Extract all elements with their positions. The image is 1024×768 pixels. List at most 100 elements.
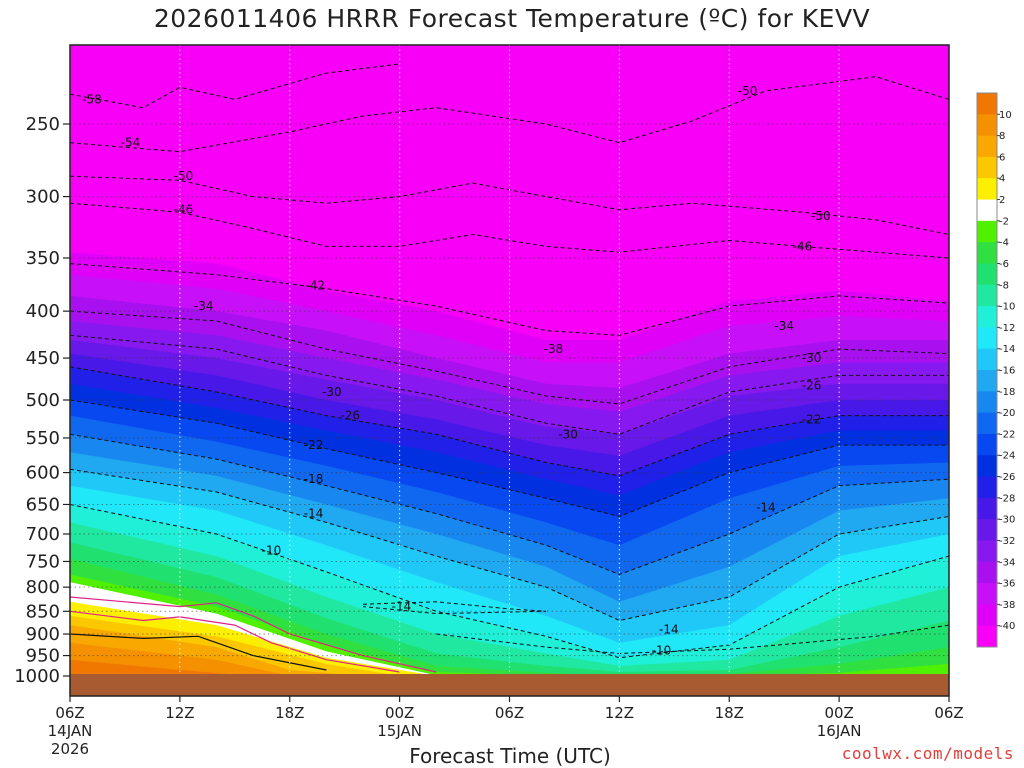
x-axis-label: Forecast Time (UTC) (409, 744, 611, 768)
contour-label: -22 (802, 412, 822, 426)
colorbar-swatch (977, 327, 997, 350)
colorbar-swatch (977, 433, 997, 456)
x-tick-year-label: 2026 (51, 740, 89, 758)
colorbar-swatch (977, 156, 997, 179)
colorbar-swatch (977, 370, 997, 392)
colorbar-swatch (977, 199, 997, 222)
y-tick-label: 450 (26, 348, 60, 369)
colorbar-label: 8 (999, 131, 1005, 142)
colorbar-label: 6 (999, 152, 1005, 163)
colorbar-swatch (977, 178, 997, 201)
x-tick-date-label: 15JAN (377, 722, 422, 740)
colorbar-label: -22 (999, 429, 1015, 440)
colorbar-swatch (977, 93, 997, 115)
contour-line (70, 633, 327, 671)
colorbar-label: -8 (999, 280, 1009, 291)
contour-line (70, 263, 949, 336)
contour-line (70, 76, 949, 153)
colorbar-swatch (977, 604, 997, 627)
colorbar-swatch (977, 412, 997, 435)
y-tick-label: 1000 (14, 666, 60, 687)
y-tick-label: 250 (26, 114, 60, 135)
ground-layer (70, 674, 949, 696)
contour-label: -34 (194, 299, 214, 313)
contour-label: -22 (304, 438, 324, 452)
colorbar-label: -30 (999, 515, 1015, 526)
colorbar-swatch (977, 284, 997, 307)
colorbar-swatch (977, 519, 997, 541)
y-tick-label: 750 (26, 551, 60, 572)
contour-label: -14 (392, 600, 412, 614)
contour-labels: -58 -54 -50 -46 -42 -34 -30 -26 -22 -18 -14 -10 -14 -… (82, 84, 830, 658)
contour-label: -30 (802, 351, 822, 365)
colorbar-swatch (977, 348, 997, 371)
colorbar-label: -32 (999, 536, 1015, 547)
contour-label: -58 (82, 92, 102, 106)
contour-line (70, 504, 949, 659)
colorbar-swatch (977, 306, 997, 328)
contour-label: -30 (558, 427, 578, 441)
colorbar-label: -36 (999, 579, 1015, 590)
y-tick-label: 400 (26, 301, 60, 322)
colorbar-label: -40 (999, 621, 1015, 632)
colorbar-label: -14 (999, 344, 1015, 355)
contour-line (70, 63, 400, 109)
x-tick-label: 00Z (385, 704, 414, 722)
colorbar-label: -38 (999, 600, 1015, 611)
x-tick-label: 06Z (934, 704, 963, 722)
contour-label: -10 (262, 544, 282, 558)
colorbar-label: 2 (999, 195, 1005, 206)
contour-label: -14 (756, 501, 776, 515)
contour-line (70, 310, 949, 405)
y-tick-label: 300 (26, 187, 60, 208)
x-tick-label: 12Z (165, 704, 194, 722)
y-tick-label: 800 (26, 577, 60, 598)
contour-label: -26 (802, 378, 822, 392)
x-tick-date-label: 16JAN (817, 722, 862, 740)
colorbar-swatch (977, 135, 997, 158)
contour-line (70, 202, 949, 259)
x-tick-label: 12Z (605, 704, 634, 722)
colorbar-label: -26 (999, 472, 1015, 483)
colorbar-label: -18 (999, 387, 1015, 398)
contour-label: -30 (322, 385, 342, 399)
y-axis: 2503003504004505005506006507007508008509… (14, 114, 70, 687)
colorbar-label: -34 (999, 557, 1015, 568)
contour-label: -50 (174, 169, 194, 183)
colorbar-swatch (977, 220, 997, 243)
contour-label: -42 (306, 278, 326, 292)
colorbar-label: -20 (999, 408, 1015, 419)
contour-label: -26 (340, 409, 360, 423)
contour-label: -46 (174, 203, 194, 217)
credit-text[interactable]: coolwx.com/models (841, 744, 1014, 763)
colorbar-label: 4 (999, 174, 1005, 185)
contour-line (70, 334, 949, 435)
chart-title: 2026011406 HRRR Forecast Temperature (ºC… (153, 4, 871, 33)
colorbar-label: -6 (999, 259, 1009, 270)
contour-label: -18 (304, 472, 324, 486)
colorbar-label: -4 (999, 238, 1009, 249)
y-tick-label: 350 (26, 248, 60, 269)
y-tick-label: 700 (26, 524, 60, 545)
contour-line (70, 366, 949, 477)
x-tick-date-label: 14JAN (48, 722, 93, 740)
colorbar-swatch (977, 391, 997, 414)
colorbar-label: -24 (999, 451, 1015, 462)
contour-line (70, 399, 949, 518)
y-tick-label: 500 (26, 390, 60, 411)
colorbar-label: 10 (999, 110, 1012, 121)
y-tick-label: 650 (26, 494, 60, 515)
colorbar-swatch (977, 540, 997, 563)
colorbar-swatch (977, 583, 997, 605)
colorbar-label: -2 (999, 216, 1009, 227)
y-tick-label: 950 (26, 646, 60, 667)
contour-line (70, 433, 949, 576)
contour-label: -50 (811, 209, 831, 223)
contour-line (70, 610, 400, 673)
colorbar-swatch (977, 476, 997, 499)
colorbar-swatch (977, 455, 997, 478)
x-tick-label: 00Z (824, 704, 853, 722)
x-tick-label: 06Z (495, 704, 524, 722)
colorbar-label: -28 (999, 493, 1015, 504)
